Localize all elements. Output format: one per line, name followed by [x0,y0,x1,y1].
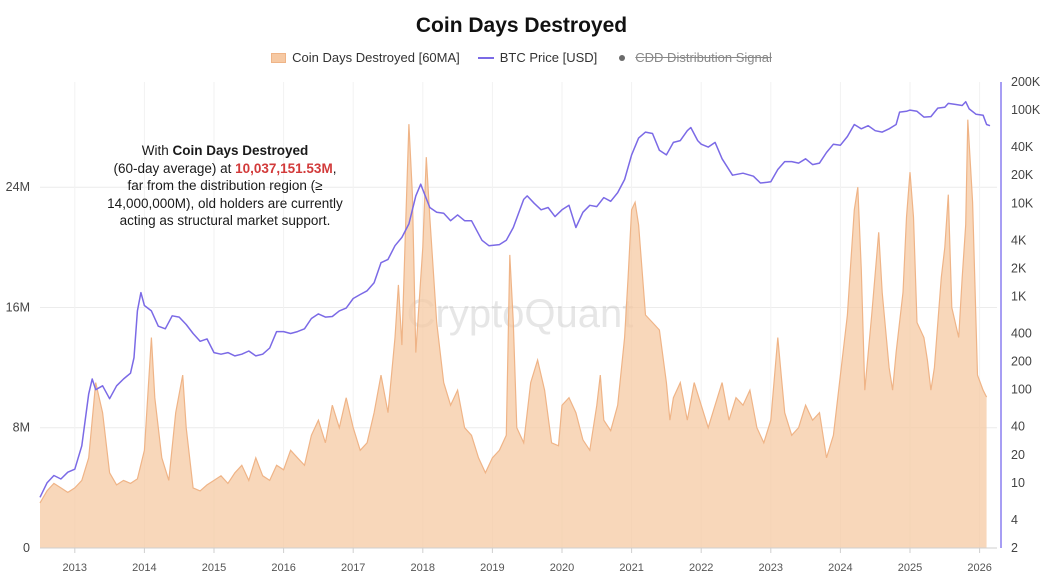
y-right-tick-label: 20K [1011,168,1034,182]
annotation-line-2: (60-day average) at 10,037,151.53M, [94,160,356,178]
y-right-tick-label: 4K [1011,233,1027,247]
annotation-text: , [332,160,337,176]
legend-label-cdd: Coin Days Destroyed [60MA] [292,50,460,65]
x-tick-label: 2014 [132,562,156,574]
annotation-line-1: With Coin Days Destroyed [94,142,356,160]
y-left-tick-label: 8M [13,421,30,435]
chart-title: Coin Days Destroyed [415,14,628,37]
cdd-area-outline [39,119,988,504]
x-tick-label: 2022 [689,562,713,574]
y-right-tick-label: 1K [1011,289,1027,303]
cdd-area-series [39,119,988,548]
x-tick-label: 2026 [967,562,991,574]
x-tick-label: 2023 [759,562,783,574]
y-right-tick-label: 20 [1011,448,1025,462]
annotation-metric-name: Coin Days Destroyed [172,143,309,158]
y-right-tick-label: 200 [1011,355,1032,369]
x-tick-label: 2020 [550,562,574,574]
annotation-line-3: far from the distribution region (≥ [127,178,323,193]
y-left-tick-label: 24M [6,180,30,194]
x-tick-label: 2016 [271,562,295,574]
annotation-text: (60-day average) at [113,160,236,176]
annotation-text: With [141,143,173,158]
annotation-box: With Coin Days Destroyed (60-day average… [94,142,356,230]
x-tick-label: 2017 [341,562,365,574]
y-right-tick-label: 40K [1011,140,1034,154]
btc-price-series [39,100,991,498]
legend-label-btc-price: BTC Price [USD] [499,50,598,65]
x-tick-label: 2019 [480,562,504,574]
x-tick-label: 2018 [411,562,435,574]
y-right-tick-label: 10K [1011,196,1034,210]
y-right-tick-label: 40 [1011,420,1025,434]
y-right-tick-label: 4 [1011,513,1018,527]
y-left-tick-label: 0 [23,541,30,555]
axes: 0 8M 16M 24M 2 4 10 20 40 100 200 400 1K 2K 4K 10K 20K 40… [6,75,1041,574]
y-right-tick-label: 100K [1011,103,1041,117]
x-tick-label: 2013 [63,562,87,574]
legend-swatch-cdd-signal [619,54,626,61]
x-tick-label: 2024 [828,562,852,574]
y-right-tick-label: 10 [1011,476,1025,490]
y-right-tick-label: 2 [1011,541,1018,555]
annotation-line-5: acting as structural market support. [119,213,331,228]
y-right-tick-label: 2K [1011,261,1027,275]
legend-item-btc-price[interactable]: BTC Price [USD] [477,50,598,65]
chart-legend: Coin Days Destroyed [60MA] BTC Price [US… [0,50,1043,65]
x-tick-label: 2025 [898,562,922,574]
annotation-line-4: 14,000,000M), old holders are currently [107,195,343,211]
y-left-tick-label: 16M [6,300,30,314]
x-tick-label: 2021 [619,562,643,574]
legend-item-cdd[interactable]: Coin Days Destroyed [60MA] [271,50,460,65]
y-right-tick-label: 100 [1011,383,1032,397]
x-tick-label: 2015 [202,562,226,574]
legend-swatch-btc-price [477,56,494,59]
y-right-tick-label: 400 [1011,327,1032,341]
annotation-highlight-value: 10,037,151.53M [235,160,333,176]
btc-price-line [39,100,991,498]
legend-label-cdd-signal: CDD Distribution Signal [635,50,772,65]
y-right-tick-label: 200K [1011,75,1041,89]
watermark: CryptoQuant [407,292,634,336]
legend-swatch-cdd [271,52,287,63]
legend-item-cdd-signal[interactable]: CDD Distribution Signal [615,50,772,65]
